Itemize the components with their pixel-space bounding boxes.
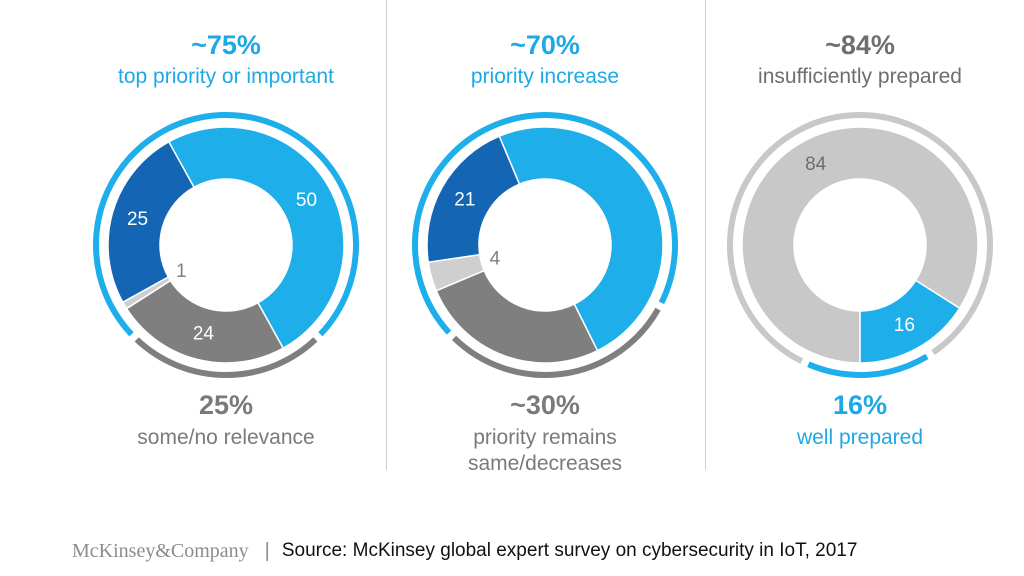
outer-arc-2 <box>807 353 929 378</box>
top-label: insufficiently prepared <box>758 65 962 88</box>
top-value: ~84% <box>825 30 895 60</box>
outer-arc-1 <box>412 112 678 335</box>
brand-logo: McKinsey&Company <box>72 539 249 562</box>
bottom-value: 25% <box>198 390 254 420</box>
donut-slice-4 <box>107 140 196 304</box>
top-label: priority increase <box>470 65 620 88</box>
donut-chart: 50 24 1 25 <box>93 112 359 378</box>
chart-panel-3: ~84% insufficiently prepared 84 16 16% we… <box>700 0 1020 480</box>
slice-value-label: 25 <box>127 209 148 230</box>
footer-separator: | <box>264 539 270 562</box>
slice-value-label: 24 <box>193 324 215 345</box>
chart-panel-2: ~70% priority increase 4 21 ~30% priority… <box>385 0 705 480</box>
slice-value-label: 1 <box>176 261 187 282</box>
donut-slice-1 <box>167 126 345 350</box>
divider-1 <box>386 0 387 470</box>
donut-slice-2 <box>125 279 285 364</box>
slice-value-label: 16 <box>894 315 915 336</box>
outer-arc-1 <box>93 112 359 337</box>
donut-slice-1 <box>741 126 979 364</box>
slice-value-label: 4 <box>490 248 501 269</box>
slice-value-label: 84 <box>805 154 827 175</box>
bottom-label: priority remains same/decreases <box>385 425 705 477</box>
top-value: ~70% <box>510 30 580 60</box>
bottom-value: 16% <box>832 390 888 420</box>
slice-value-label: 21 <box>454 189 475 210</box>
divider-2 <box>705 0 706 470</box>
top-label: top priority or important <box>118 65 334 88</box>
slice-value-label: 50 <box>296 190 317 211</box>
donut-slice-2 <box>435 269 599 364</box>
donut-chart: 84 16 <box>727 112 993 378</box>
bottom-label-line: same/decreases <box>467 452 623 475</box>
outer-arc-2 <box>451 307 661 378</box>
bottom-label-line: priority remains <box>473 426 617 449</box>
footer: McKinsey&Company | Source: McKinsey glob… <box>72 536 857 566</box>
donut-slice-1 <box>498 126 664 352</box>
chart-panel-1: ~75% top priority or important 50 24 1 25 2… <box>66 0 386 480</box>
donut-slice-4 <box>426 135 521 264</box>
outer-arc-1 <box>727 112 993 364</box>
bottom-label-line: some/no relevance <box>137 426 315 449</box>
outer-arc-2 <box>134 337 318 378</box>
donut-slice-2 <box>859 279 961 364</box>
bottom-value: ~30% <box>510 390 580 420</box>
bottom-label-line: well prepared <box>796 426 924 449</box>
source-note: Source: McKinsey global expert survey on… <box>281 540 858 561</box>
bottom-label: well prepared <box>700 425 1020 451</box>
donut-chart: 4 21 <box>412 112 678 378</box>
bottom-label: some/no relevance <box>66 425 386 451</box>
top-value: ~75% <box>191 30 261 60</box>
